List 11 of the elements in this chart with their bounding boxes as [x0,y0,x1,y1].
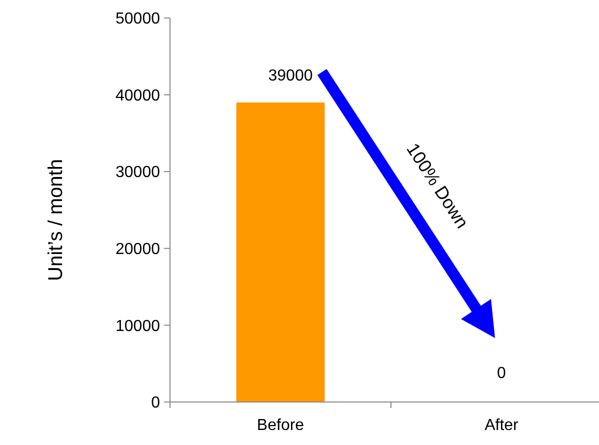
y-tick-label: 30000 [116,164,160,182]
y-tick-label: 40000 [116,87,160,104]
x-tick-label: Before [256,417,304,434]
y-tick-label: 50000 [116,10,160,28]
data-label: 0 [497,365,506,382]
y-tick-label: 20000 [116,241,160,258]
x-tick-label: After [484,417,520,434]
y-tick-label: 10000 [116,318,160,335]
y-axis-title: Unit’s / month [45,159,67,281]
y-tick-label: 0 [151,394,160,412]
data-label: 39000 [268,67,313,84]
